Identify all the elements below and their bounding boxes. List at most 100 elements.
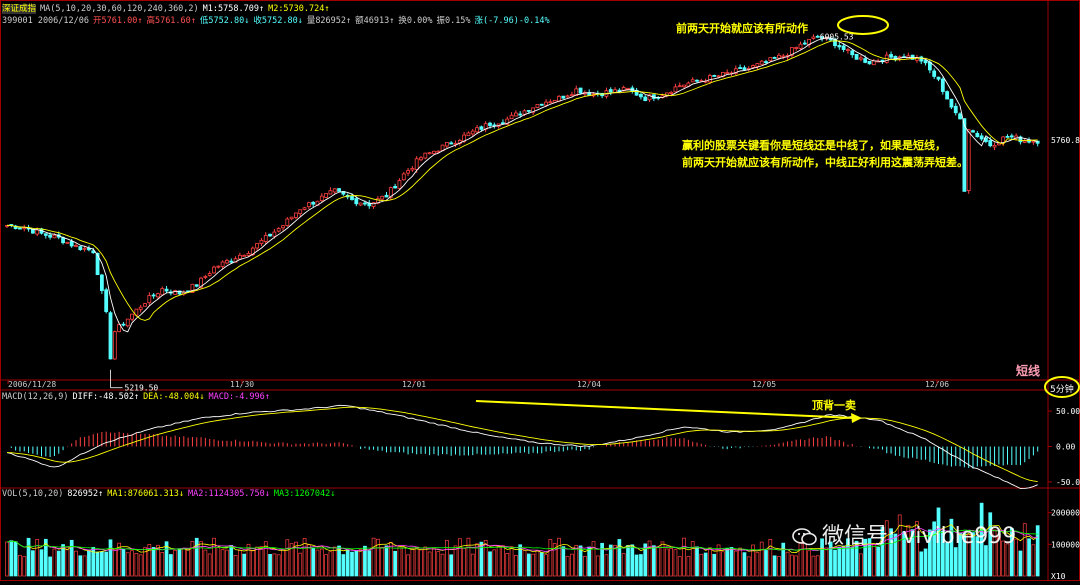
candle-body — [173, 290, 178, 295]
volume-bar — [501, 545, 505, 577]
volume-bar — [850, 546, 855, 577]
candle-body — [78, 246, 83, 251]
volume-bar — [453, 545, 458, 577]
quote-header: 399001 2006/12/06 开5761.00↑ 高5761.60↑ 低5752… — [2, 14, 554, 26]
timeframe-circle — [1044, 376, 1080, 398]
volume-bar — [997, 536, 1001, 577]
timeframe-label[interactable]: 5分钟 — [1050, 385, 1074, 395]
candle-body — [811, 36, 816, 39]
candle-body — [789, 47, 794, 56]
volume-bar — [13, 541, 18, 577]
volume-bar — [613, 545, 617, 577]
candle-body — [1005, 136, 1010, 138]
candle-body — [565, 95, 570, 98]
candle-body — [358, 202, 363, 206]
volume-bar — [156, 544, 160, 577]
candle-body — [298, 209, 303, 215]
candle-body — [121, 323, 126, 326]
candle-body — [526, 110, 531, 112]
candle-body — [798, 43, 803, 49]
candle-body — [518, 113, 523, 116]
volume-bar — [859, 553, 863, 577]
candle-body — [759, 60, 764, 65]
volume-bar — [932, 521, 937, 577]
volume-bar — [578, 545, 583, 577]
candle-body — [772, 57, 777, 59]
volume-bar — [39, 549, 44, 577]
date-label-3: 12/04 — [577, 380, 601, 389]
volume-bar — [686, 556, 691, 577]
candle-body — [677, 85, 682, 88]
volume-bar — [384, 545, 389, 577]
volume-bar — [406, 554, 410, 577]
volume-bar — [673, 549, 678, 577]
volume-bar — [134, 553, 139, 577]
candle-body — [82, 247, 87, 250]
volume-bar — [794, 555, 799, 577]
watermark-text: 微信号: vivible999 — [822, 524, 1017, 549]
volume-bar — [880, 526, 885, 577]
volume-bar — [906, 524, 911, 577]
volume-bar — [928, 529, 932, 577]
volume-bar — [811, 555, 816, 577]
volume-bar — [298, 552, 303, 577]
candle-body — [151, 294, 156, 297]
volume-bar — [388, 541, 393, 577]
volume-bar — [43, 538, 48, 577]
volume-bar — [358, 549, 363, 577]
volume-bar — [190, 541, 195, 577]
candle-body — [363, 202, 367, 205]
volume-bar — [936, 507, 941, 577]
volume-bar — [1014, 538, 1018, 577]
candle-body — [354, 198, 359, 205]
candle-body — [393, 185, 398, 189]
volume-bar — [199, 541, 203, 577]
volume-bar — [255, 546, 259, 577]
vol-ma1: MA1:876061.313↓ — [107, 489, 185, 499]
vol-axis-1: 100000 — [1051, 540, 1080, 549]
candle-body — [1018, 136, 1023, 143]
date-label-4: 12/05 — [752, 380, 776, 389]
volume-bar — [526, 553, 531, 577]
low-label: 5219.50 — [125, 384, 159, 393]
volume-bar — [488, 551, 492, 577]
volume-bar — [26, 537, 31, 577]
peak-label: 6005.53 — [820, 32, 854, 41]
volume-bar — [281, 548, 285, 577]
candle-body — [949, 98, 954, 108]
candle-body — [833, 38, 837, 47]
candle-body — [690, 79, 695, 83]
vol-axis-0: 200000 — [1051, 509, 1080, 518]
candle-body — [479, 126, 484, 130]
candle-body — [889, 54, 893, 58]
candle-body — [953, 105, 958, 114]
candle-body — [143, 303, 147, 307]
candle-body — [940, 78, 945, 92]
volume-bar — [871, 543, 876, 577]
volume-bar — [677, 556, 682, 577]
volume-bar — [125, 552, 130, 577]
volume-bar — [354, 550, 359, 577]
volume-bar — [742, 552, 747, 577]
candle-body — [289, 216, 294, 220]
volume-bar — [350, 551, 354, 577]
volume-bar — [940, 530, 945, 577]
volume-bar — [738, 547, 742, 577]
volume-bar — [203, 549, 208, 577]
volume-bar — [626, 545, 630, 577]
volume-bar — [332, 546, 337, 577]
volume-bar — [229, 544, 234, 577]
volume-bar — [643, 543, 648, 577]
macd-value: MACD:-4.996↑ — [208, 392, 270, 402]
volume-bar — [371, 537, 376, 577]
volume-bar — [74, 550, 78, 577]
volume-bar — [147, 544, 152, 577]
volume-bar — [634, 554, 639, 577]
candle-body — [444, 141, 449, 147]
candle-body — [255, 242, 260, 249]
volume-bar — [565, 556, 570, 577]
candle-body — [419, 157, 423, 161]
candle-body — [112, 331, 117, 360]
volume-bar — [664, 548, 669, 577]
